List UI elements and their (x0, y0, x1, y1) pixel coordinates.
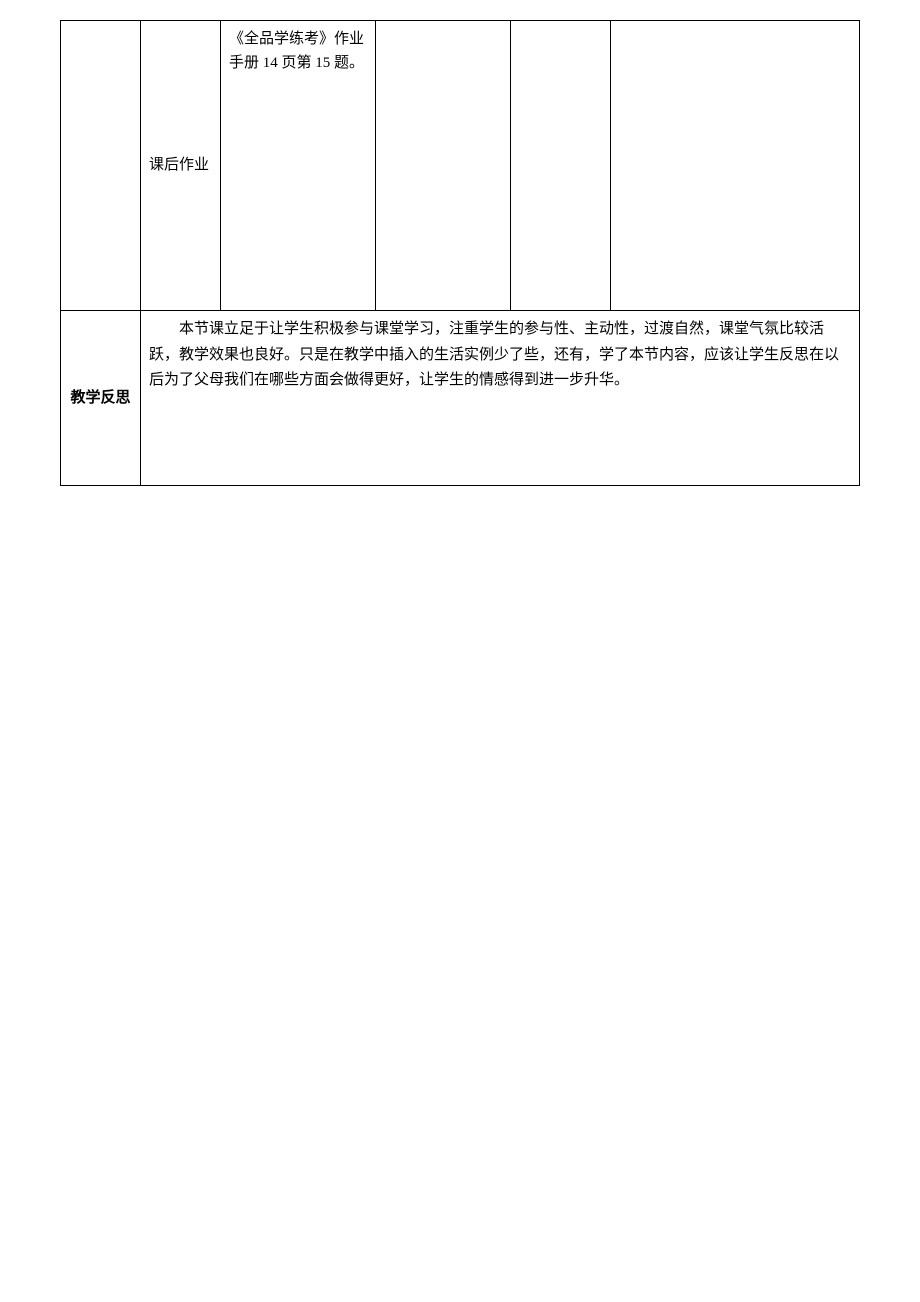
reflection-content-cell: 本节课立足于让学生积极参与课堂学习，注重学生的参与性、主动性，过渡自然，课堂气氛… (141, 311, 860, 486)
homework-row: 课后作业 《全品学练考》作业手册 14 页第 15 题。 (61, 21, 860, 311)
reflection-row: 教学反思 本节课立足于让学生积极参与课堂学习，注重学生的参与性、主动性，过渡自然… (61, 311, 860, 486)
homework-content: 《全品学练考》作业手册 14 页第 15 题。 (229, 27, 367, 75)
reflection-content: 本节课立足于让学生积极参与课堂学习，注重学生的参与性、主动性，过渡自然，课堂气氛… (149, 317, 851, 394)
homework-label-cell: 课后作业 (141, 21, 221, 311)
homework-content-cell: 《全品学练考》作业手册 14 页第 15 题。 (221, 21, 376, 311)
reflection-label-cell: 教学反思 (61, 311, 141, 486)
row1-col1 (61, 21, 141, 311)
lesson-plan-table: 课后作业 《全品学练考》作业手册 14 页第 15 题。 教学反思 本节课立足于… (60, 20, 860, 486)
row1-col6 (611, 21, 860, 311)
homework-label: 课后作业 (149, 157, 209, 173)
row1-col4 (376, 21, 511, 311)
reflection-label: 教学反思 (70, 389, 130, 406)
row1-col5 (511, 21, 611, 311)
